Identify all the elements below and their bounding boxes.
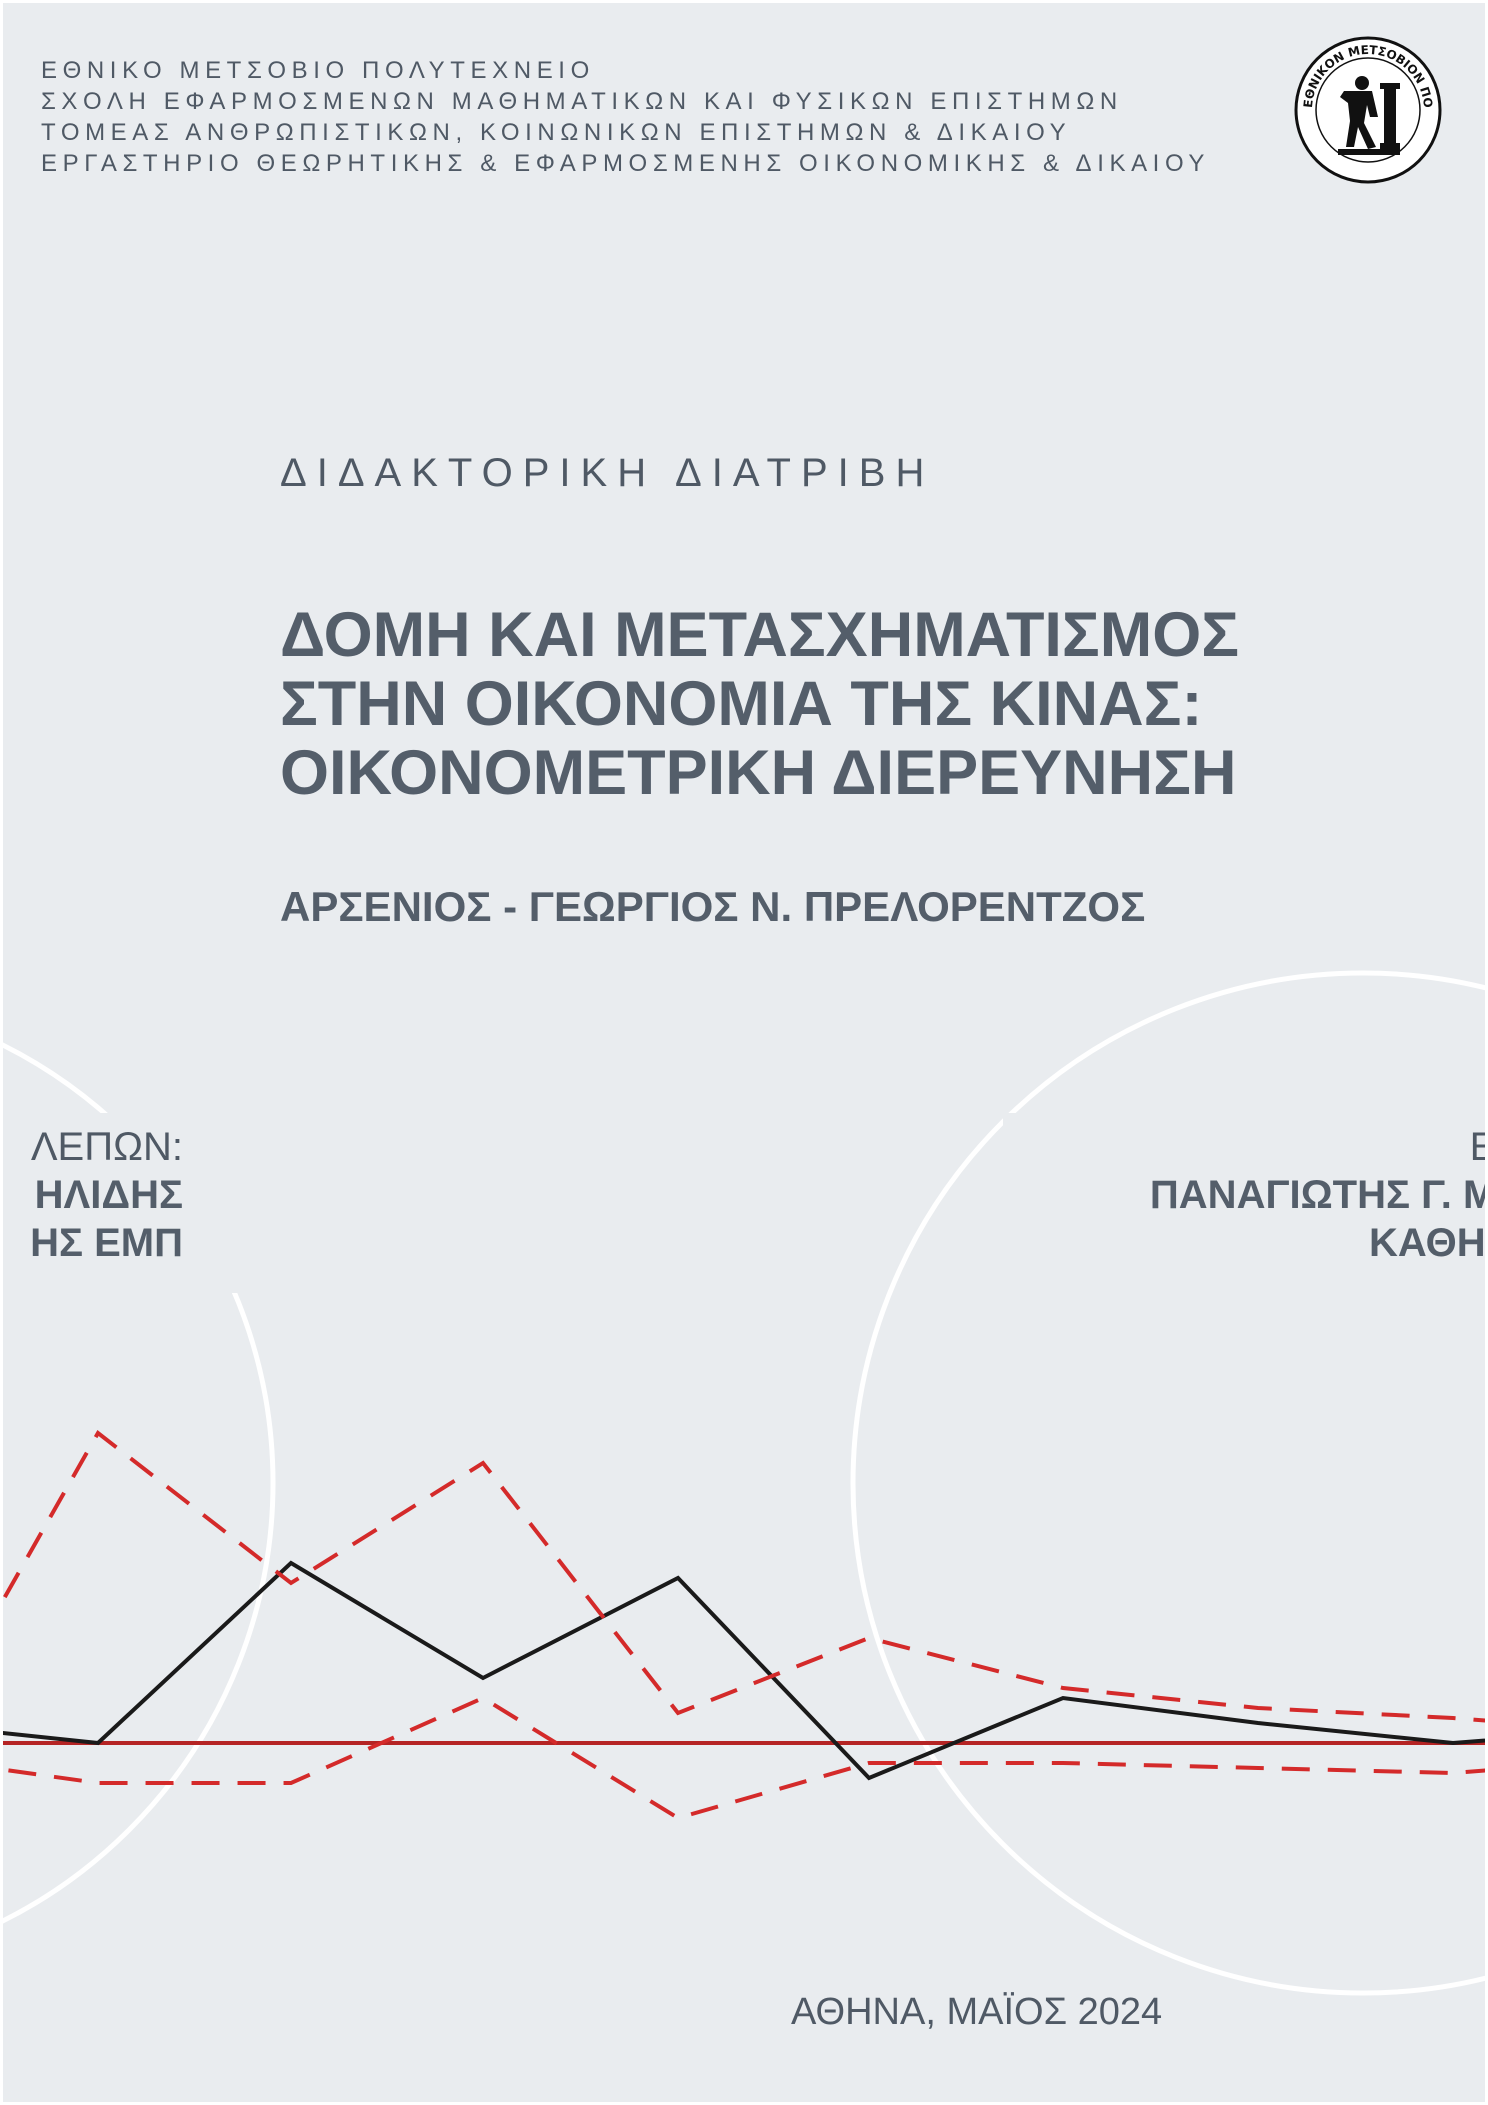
place-date: ΑΘΗΝΑ, ΜΑΪΟΣ 2024 <box>791 1991 1163 2033</box>
supervisor-label: ΕΠΙΒ <box>1469 1125 1485 1169</box>
title-line: ΔΟΜΗ ΚΑΙ ΜΕΤΑΣΧΗΜΑΤΙΣΜΟΣ <box>280 600 1240 670</box>
institution-line: ΕΘΝΙΚΟ ΜΕΤΣΟΒΙΟ ΠΟΛΥΤΕΧΝΕΙΟ <box>41 57 595 84</box>
author-name: ΑΡΣΕΝΙΟΣ - ΓΕΩΡΓΙΟΣ Ν. ΠΡΕΛΟΡΕΝΤΖΟΣ <box>280 883 1146 930</box>
title-line: ΣΤΗΝ ΟΙΚΟΝΟΜΙΑ ΤΗΣ ΚΙΝΑΣ: <box>280 669 1203 739</box>
right-text-backdrop <box>1003 1113 1485 1293</box>
supervisor-role: ΚΑΘΗΓΗΤ <box>1368 1221 1485 1265</box>
left-text-backdrop <box>3 1113 239 1293</box>
university-seal-logo: ΕΘΝΙΚΟΝ ΜΕΤΣΟΒΙΟΝ ΠΟΛΥΤΕΧΝΕΙΟΝ <box>1288 35 1442 184</box>
prometheus-figure-icon <box>1338 76 1400 155</box>
decorative-circle-right <box>850 970 1485 1996</box>
response-line <box>3 1560 1485 1781</box>
institution-line: ΕΡΓΑΣΤΗΡΙΟ ΘΕΩΡΗΤΙΚΗΣ & ΕΦΑΡΜΟΣΜΕΝΗΣ ΟΙΚ… <box>41 150 1211 177</box>
committee-name: ΗΛΙΔΗΣ <box>34 1173 183 1217</box>
committee-label: ΛΕΠΩΝ: <box>30 1125 183 1169</box>
decorative-circle-left <box>3 1042 276 1924</box>
institution-line: ΣΧΟΛΗ ΕΦΑΡΜΟΣΜΕΝΩΝ ΜΑΘΗΜΑΤΙΚΩΝ ΚΑΙ ΦΥΣΙΚ… <box>41 88 1123 115</box>
cover-page: ΕΘΝΙΚΟ ΜΕΤΣΟΒΙΟ ΠΟΛΥΤΕΧΝΕΙΟ ΣΧΟΛΗ ΕΦΑΡΜΟ… <box>3 3 1485 2102</box>
document-type: ΔΙΔΑΚΤΟΡΙΚΗ ΔΙΑΤΡΙΒΗ <box>280 451 935 495</box>
committee-role: ΗΣ ΕΜΠ <box>30 1221 183 1265</box>
title-line: ΟΙΚΟΝΟΜΕΤΡΙΚΗ ΔΙΕΡΕΥΝΗΣΗ <box>280 738 1237 808</box>
right-circle-text: ΕΠΙΒ ΠΑΝΑΓΙΩΤΗΣ Γ. ΜΙΧΑ ΚΑΘΗΓΗΤ <box>1003 1123 1485 1293</box>
thesis-title: ΔΟΜΗ ΚΑΙ ΜΕΤΑΣΧΗΜΑΤΙΣΜΟΣ ΣΤΗΝ ΟΙΚΟΝΟΜΙΑ … <box>280 601 1239 808</box>
institution-line: ΤΟΜΕΑΣ ΑΝΘΡΩΠΙΣΤΙΚΩΝ, ΚΟΙΝΩΝΙΚΩΝ ΕΠΙΣΤΗΜ… <box>41 119 1072 146</box>
confidence-band-line <box>3 1430 1485 1723</box>
supervisor-name: ΠΑΝΑΓΙΩΤΗΣ Γ. ΜΙΧΑ <box>1149 1173 1485 1217</box>
impulse-response-chart <box>3 970 1485 1996</box>
institution-header: ΕΘΝΙΚΟ ΜΕΤΣΟΒΙΟ ΠΟΛΥΤΕΧΝΕΙΟ ΣΧΟΛΗ ΕΦΑΡΜΟ… <box>41 55 1210 179</box>
left-circle-text: ΛΕΠΩΝ: ΗΛΙΔΗΣ ΗΣ ΕΜΠ <box>3 1123 183 1293</box>
confidence-band-line <box>3 1695 1485 1821</box>
